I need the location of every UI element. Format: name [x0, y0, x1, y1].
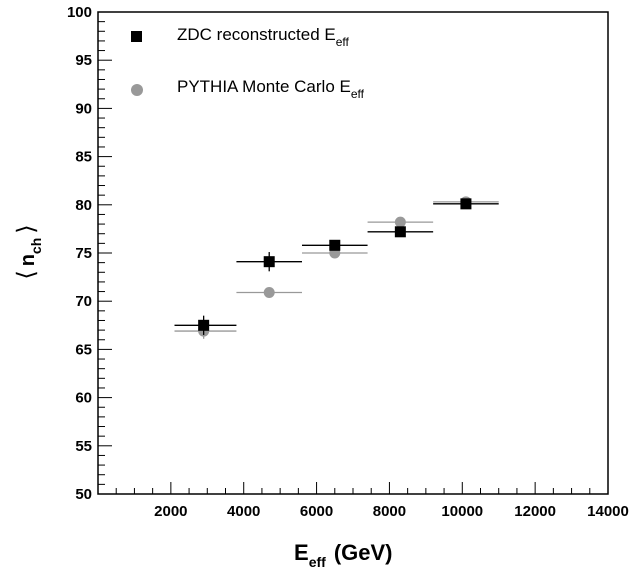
legend-label-pythia: PYTHIA Monte Carlo Eeff	[177, 77, 365, 101]
y-tick-label: 85	[75, 149, 92, 166]
svg-text:⟨nch⟩: ⟨nch⟩	[13, 224, 44, 279]
x-tick-label: 12000	[514, 503, 556, 520]
y-tick-label: 80	[75, 197, 92, 214]
y-tick-label: 65	[75, 341, 92, 358]
y-tick-label: 60	[75, 390, 92, 407]
y-tick-label: 95	[75, 52, 92, 69]
x-tick-label: 6000	[300, 503, 333, 520]
y-tick-label: 70	[75, 293, 92, 310]
y-axis-title: ⟨nch⟩	[13, 224, 44, 279]
legend-marker-pythia	[131, 84, 143, 96]
y-tick-label: 50	[75, 486, 92, 503]
legend-marker-zdc	[131, 31, 142, 42]
data-point-square	[329, 239, 341, 251]
series-layer	[174, 196, 499, 339]
x-tick-label: 14000	[587, 503, 629, 520]
y-tick-labels: 50 55 60 65 70 75 80 85 90 95 100	[67, 4, 92, 503]
y-tick-label: 75	[75, 245, 92, 262]
data-point-circle	[263, 287, 275, 299]
x-tick-label: 2000	[154, 503, 187, 520]
axis-ticks	[97, 11, 609, 495]
x-tick-label: 8000	[373, 503, 406, 520]
y-tick-label: 55	[75, 438, 92, 455]
legend-label-zdc: ZDC reconstructed Eeff	[177, 25, 350, 49]
data-point-square	[460, 198, 472, 210]
data-point-square	[263, 256, 275, 268]
data-point-square	[198, 319, 210, 331]
data-point-circle	[394, 216, 406, 228]
y-tick-label: 100	[67, 4, 92, 21]
x-axis-title: Eeff (GeV)	[294, 540, 393, 570]
x-tick-label: 10000	[441, 503, 483, 520]
x-tick-label: 4000	[227, 503, 260, 520]
data-point-square	[394, 226, 406, 238]
legend: ZDC reconstructed Eeff PYTHIA Monte Carl…	[131, 25, 365, 101]
x-tick-labels: 2000 4000 6000 8000 10000 12000 14000	[154, 503, 629, 520]
y-tick-label: 90	[75, 100, 92, 117]
